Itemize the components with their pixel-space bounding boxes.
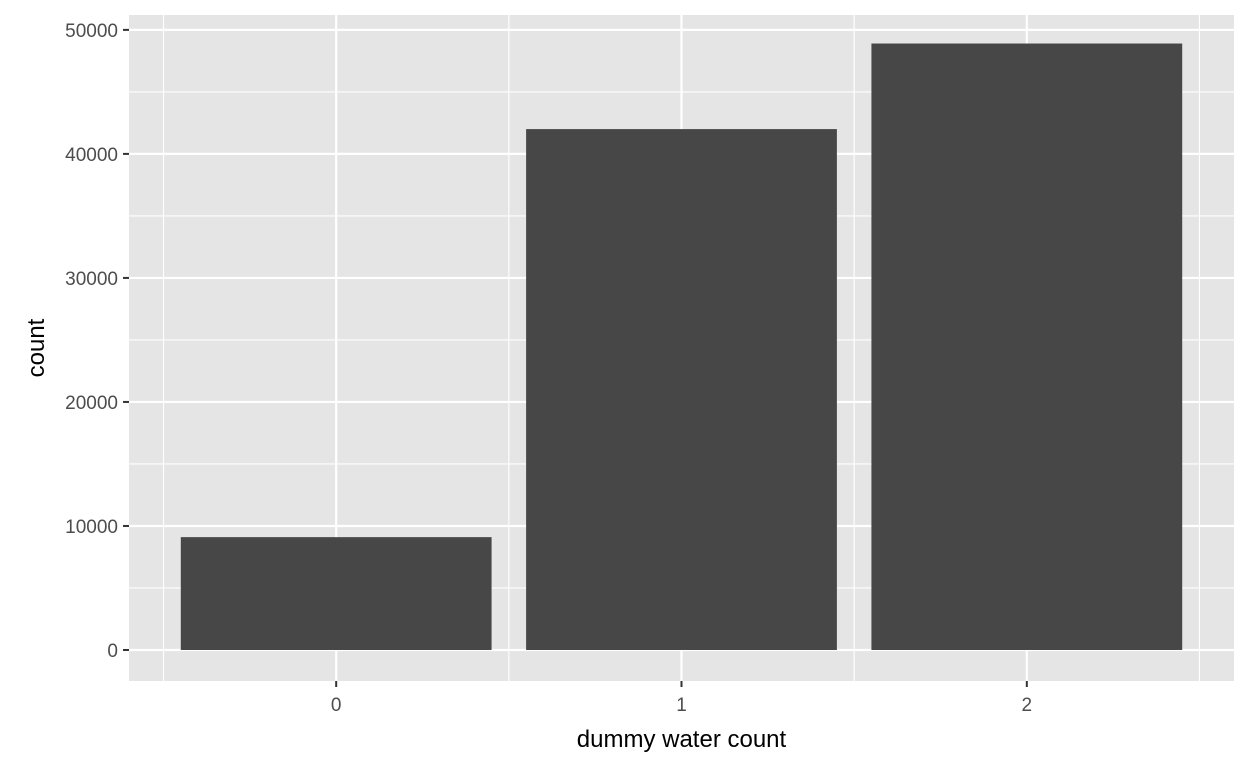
y-tick-label: 10000: [65, 517, 118, 538]
bar-1: [526, 129, 837, 650]
y-axis: 0 10000 20000 30000 40000 50000: [65, 21, 129, 662]
x-tick-label: 1: [676, 695, 687, 716]
x-tick-label: 0: [331, 695, 342, 716]
x-axis: 0 1 2: [331, 681, 1032, 716]
y-axis-title: count: [23, 318, 50, 377]
x-axis-title: dummy water count: [577, 726, 787, 753]
bars: [180, 43, 1183, 650]
bar-0: [180, 537, 492, 650]
bar-2: [871, 43, 1183, 650]
y-tick-label: 0: [107, 641, 118, 662]
y-tick-label: 30000: [65, 269, 118, 290]
y-tick-label: 20000: [65, 393, 118, 414]
x-tick-label: 2: [1022, 695, 1033, 716]
y-tick-label: 40000: [65, 145, 118, 166]
y-tick-label: 50000: [65, 21, 118, 42]
